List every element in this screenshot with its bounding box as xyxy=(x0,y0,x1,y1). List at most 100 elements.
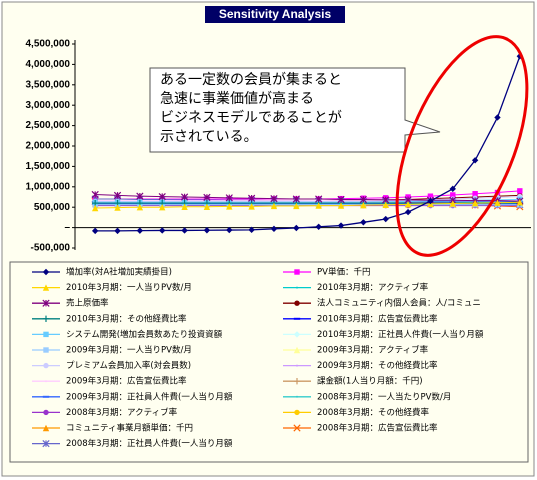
data-point xyxy=(113,191,122,199)
title-box xyxy=(205,6,345,23)
legend-label: 2010年3月期：広告宣伝費比率 xyxy=(317,313,438,324)
data-point xyxy=(270,202,278,210)
annotation: ビジネスモデルであることが xyxy=(160,109,342,126)
legend-marker xyxy=(42,315,50,322)
data-point xyxy=(382,215,389,223)
data-point xyxy=(516,199,524,206)
data-point xyxy=(114,204,121,211)
data-point xyxy=(159,227,166,234)
data-point xyxy=(136,192,144,200)
legend-marker xyxy=(293,346,301,354)
data-point xyxy=(180,193,189,201)
data-point xyxy=(203,203,211,210)
legend-marker xyxy=(296,364,298,367)
y-tick-label: 4,500,000 xyxy=(26,39,71,50)
data-point xyxy=(427,197,434,205)
y-tick-label: 2,500,000 xyxy=(26,120,71,131)
data-point xyxy=(248,194,256,202)
legend-marker xyxy=(45,380,47,383)
legend-marker xyxy=(293,424,301,432)
data-point xyxy=(471,199,479,207)
data-point xyxy=(517,188,523,194)
legend-label: 2008年3月期：その他経費率 xyxy=(317,407,430,418)
data-point xyxy=(516,53,524,60)
data-point xyxy=(248,203,255,210)
series-line xyxy=(95,56,521,232)
data-point xyxy=(158,192,166,201)
data-point xyxy=(471,157,479,164)
data-point xyxy=(382,201,389,208)
legend-label: 2009年3月期：広告宣伝費比率 xyxy=(66,376,187,387)
legend-label: 2008年3月期：正社員人件費(一人当り月額 xyxy=(66,438,233,449)
data-point xyxy=(203,227,211,234)
y-tick-label: 500,000 xyxy=(34,202,71,213)
data-point xyxy=(181,227,188,234)
data-point xyxy=(337,195,345,204)
legend-label: 2010年3月期：正社員人件費(一人当り月額 xyxy=(317,329,484,340)
data-point xyxy=(203,193,211,202)
data-point xyxy=(337,202,345,209)
legend-marker xyxy=(42,299,50,307)
data-point xyxy=(494,199,501,206)
legend-label: 2010年3月期：アクティブ率 xyxy=(317,282,429,293)
data-point xyxy=(91,227,99,235)
data-point xyxy=(427,193,434,199)
legend-box xyxy=(9,261,529,463)
data-point xyxy=(181,203,188,210)
legend-label: 2008年3月期：広告宣伝費比率 xyxy=(317,423,438,434)
data-point xyxy=(91,190,99,199)
legend-marker xyxy=(43,409,49,416)
y-tick-label: 1,500,000 xyxy=(26,161,71,172)
data-point xyxy=(270,195,278,203)
legend-marker xyxy=(43,362,49,369)
annotation: ある一定数の会員が集まると xyxy=(160,71,342,88)
data-point xyxy=(450,192,456,198)
data-point xyxy=(449,185,456,193)
data-point xyxy=(315,223,322,230)
legend-label: 2010年3月期：一人当りPV数/月 xyxy=(66,282,192,293)
legend-marker xyxy=(42,284,50,291)
legend-label: 2009年3月期：正社員人件費(一人当り月額 xyxy=(66,391,233,402)
legend-marker xyxy=(43,331,49,338)
legend-marker xyxy=(294,300,300,306)
legend-marker xyxy=(296,395,298,398)
legend-label: 売上原価率 xyxy=(66,298,109,309)
legend-label: 2009年3月期：一人当りPV数/月 xyxy=(66,345,192,356)
legend-label: プレミアム会員加入率(対会員数) xyxy=(66,360,191,371)
data-point xyxy=(360,219,367,226)
data-point xyxy=(360,201,367,209)
data-point xyxy=(494,114,501,121)
annotation: 示されている。 xyxy=(160,129,258,145)
legend-label: コミュニティ事業月額単価：千円 xyxy=(66,423,193,434)
data-point xyxy=(404,208,412,216)
legend-label: 増加率(対A社増加実績掛目) xyxy=(66,267,172,278)
legend-label: 2008年3月期：アクティブ率 xyxy=(66,407,178,418)
data-point xyxy=(136,227,144,234)
legend-marker xyxy=(293,331,301,338)
data-point xyxy=(226,226,233,234)
y-tick-label: 3,500,000 xyxy=(26,79,71,90)
data-point xyxy=(136,204,144,211)
data-point xyxy=(292,195,300,203)
data-point xyxy=(359,195,367,204)
data-point xyxy=(472,191,478,197)
legend-marker xyxy=(42,439,50,448)
series-line xyxy=(95,194,520,202)
data-point xyxy=(114,227,121,235)
chart-title: Sensitivity Analysis xyxy=(219,7,332,21)
data-point xyxy=(404,201,412,208)
legend-marker xyxy=(296,286,298,289)
legend-label: 課金額(1人当り月額：千円) xyxy=(317,376,423,387)
data-point xyxy=(225,194,233,202)
legend-marker xyxy=(42,424,50,432)
y-tick-label: – xyxy=(64,222,70,233)
legend-marker xyxy=(294,409,300,416)
legend-label: 2008年3月期：一人当たりPV数/月 xyxy=(317,391,451,402)
legend-marker xyxy=(294,269,300,275)
y-tick-label: 4,000,000 xyxy=(26,59,71,70)
series-line xyxy=(95,196,520,202)
highlight-ellipse xyxy=(395,35,529,257)
y-tick-label: 2,000,000 xyxy=(26,141,71,152)
legend-label: 2010年3月期：その他経費比率 xyxy=(66,313,187,324)
